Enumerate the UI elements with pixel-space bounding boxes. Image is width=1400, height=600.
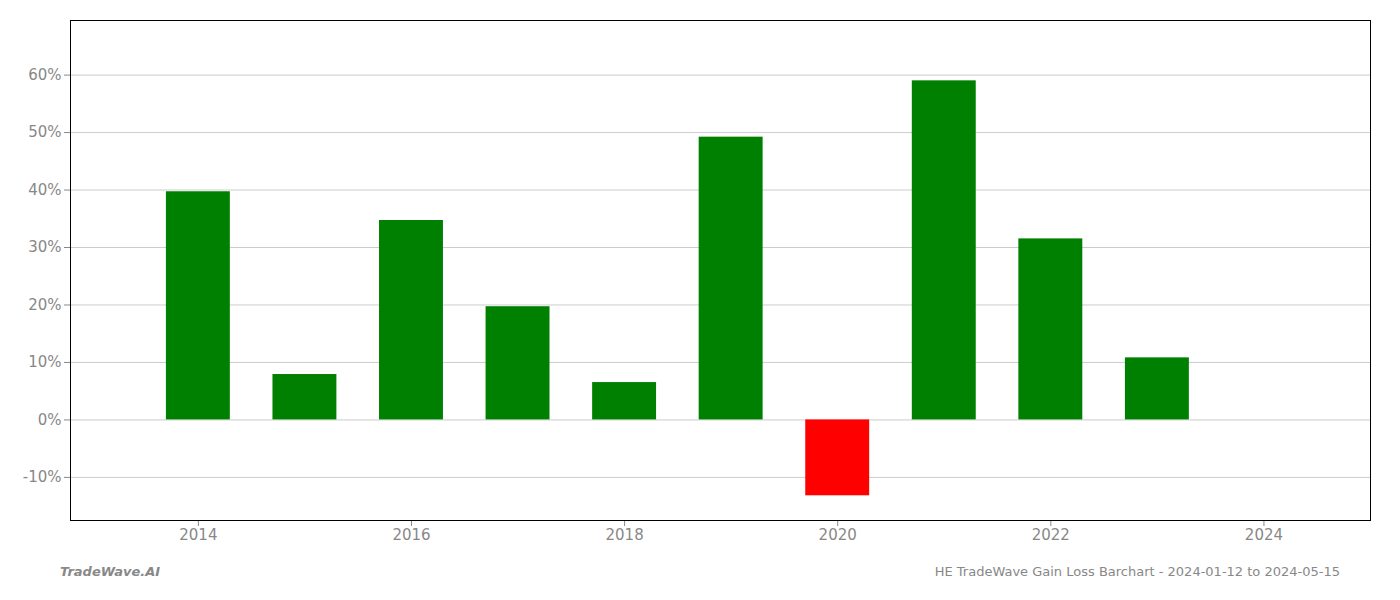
svg-text:0%: 0% — [38, 411, 62, 429]
svg-text:10%: 10% — [28, 353, 61, 371]
svg-text:40%: 40% — [28, 181, 61, 199]
svg-text:20%: 20% — [28, 296, 61, 314]
svg-text:-10%: -10% — [23, 468, 62, 486]
svg-text:2024: 2024 — [1245, 526, 1283, 544]
html-text:TradeWave.AI: TradeWave.AI — [60, 564, 161, 579]
svg-text:2020: 2020 — [819, 526, 857, 544]
svg-text:2018: 2018 — [606, 526, 644, 544]
html-text:HE TradeWave Gain Loss Barchar: HE TradeWave Gain Loss Barchart - 2024-0… — [934, 564, 1340, 579]
svg-text:2014: 2014 — [179, 526, 217, 544]
svg-text:50%: 50% — [28, 123, 61, 141]
svg-text:2022: 2022 — [1032, 526, 1070, 544]
svg-text:60%: 60% — [28, 66, 61, 84]
svg-text:2016: 2016 — [392, 526, 430, 544]
svg-text:30%: 30% — [28, 238, 61, 256]
